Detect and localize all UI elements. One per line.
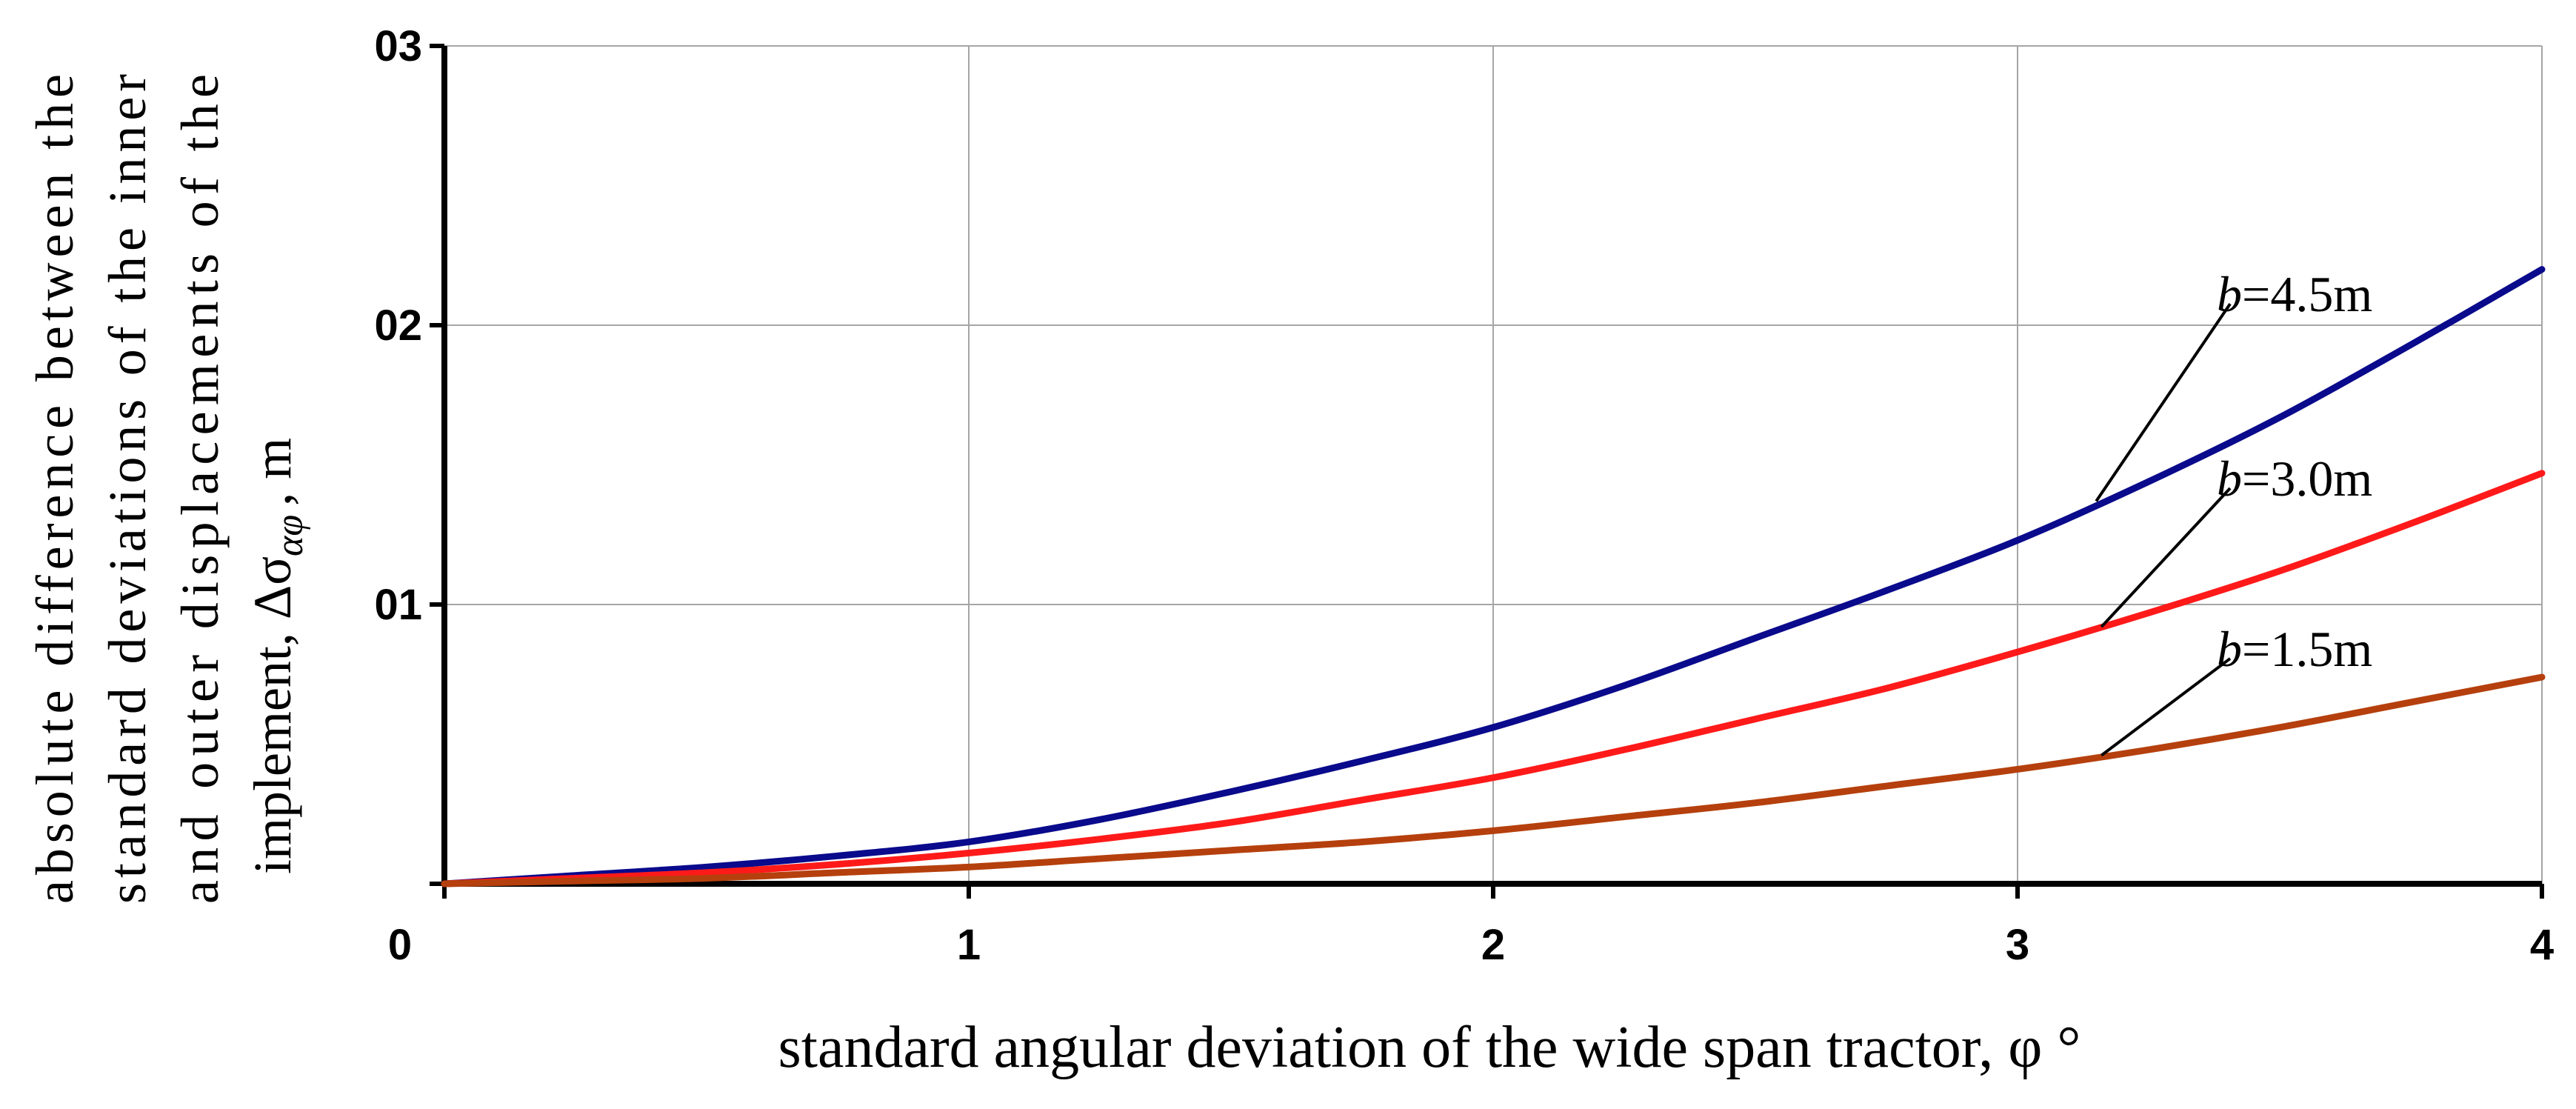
y-axis-label-text: implement, Δσ xyxy=(243,556,302,874)
series-label-value: =4.5m xyxy=(2242,266,2372,322)
x-tick-label: 0 xyxy=(388,921,412,969)
axes xyxy=(430,44,2544,899)
series-label-variable: b xyxy=(2217,266,2242,322)
y-axis-label-line-3: and outer displacements of the xyxy=(170,74,230,904)
y-axis-label-subscript: αφ xyxy=(269,515,311,556)
x-tick-label: 1 xyxy=(957,921,981,969)
y-tick-label: 02 xyxy=(374,302,422,350)
series-annotations: b=4.5mb=3.0mb=1.5m xyxy=(2095,266,2372,757)
series-label: b=1.5m xyxy=(2217,621,2372,677)
y-axis-label-unit: , m xyxy=(243,438,302,506)
series-label: b=4.5m xyxy=(2217,266,2372,322)
y-axis-label-line-4: implement, Δσαφ , m xyxy=(243,438,311,874)
series-label: b=3.0m xyxy=(2217,450,2372,507)
series-leader-line xyxy=(2100,487,2232,628)
series-label-variable: b xyxy=(2217,450,2242,507)
series-leader-line xyxy=(2100,657,2232,757)
grid-lines xyxy=(444,45,2543,884)
x-tick-label: 3 xyxy=(2006,921,2029,969)
y-axis-label-line-1: absolute difference between the xyxy=(25,74,84,904)
series-line xyxy=(441,266,2546,887)
x-axis-label: standard angular deviation of the wide s… xyxy=(778,1015,2081,1080)
x-tick-label: 2 xyxy=(1481,921,1505,969)
y-tick-label: 01 xyxy=(374,581,422,629)
series-label-value: =1.5m xyxy=(2242,621,2372,677)
series-line xyxy=(441,673,2546,887)
x-tick-label: 4 xyxy=(2530,921,2554,969)
series-label-variable: b xyxy=(2217,621,2242,677)
y-tick-label: 03 xyxy=(374,22,422,70)
series-line xyxy=(441,470,2546,887)
series-label-value: =3.0m xyxy=(2242,450,2372,507)
series-lines xyxy=(441,266,2546,887)
y-axis-label-line-2: standard deviations of the inner xyxy=(98,74,157,904)
series-leader-line xyxy=(2095,303,2232,502)
